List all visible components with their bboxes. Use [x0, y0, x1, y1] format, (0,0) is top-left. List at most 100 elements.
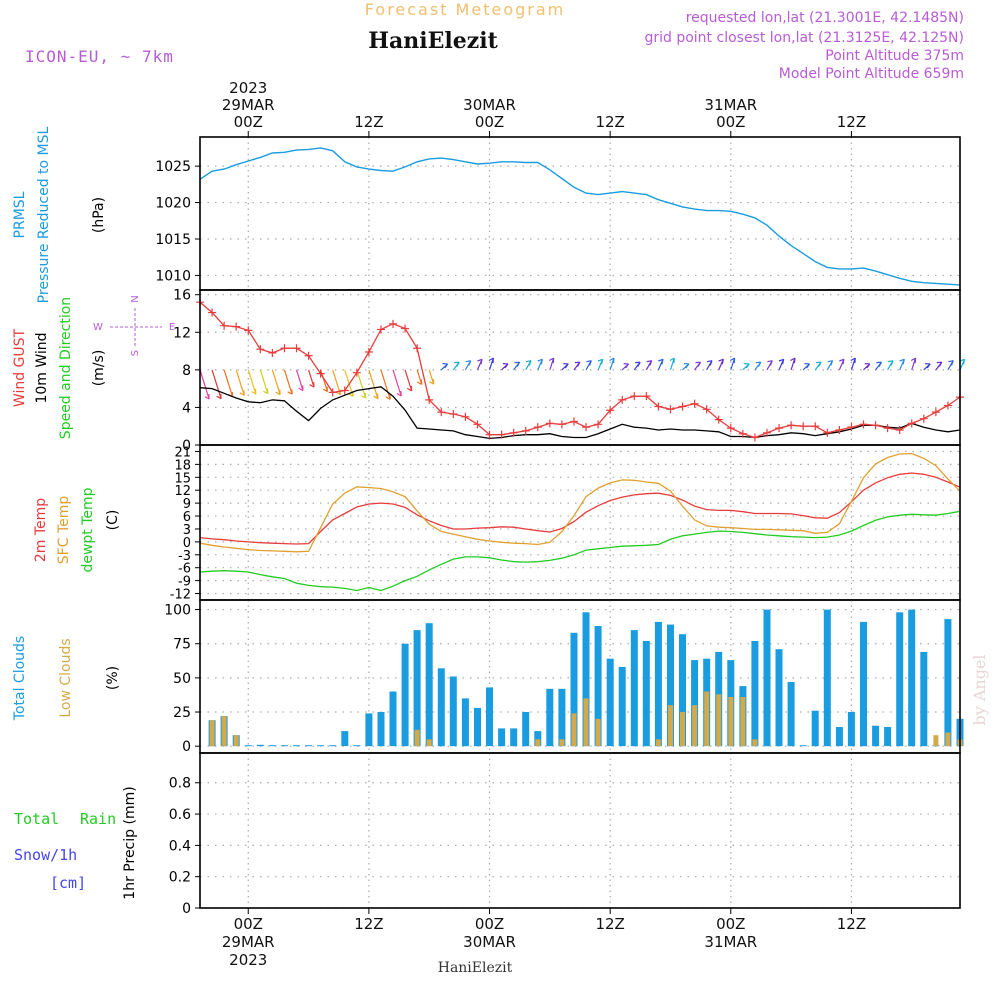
wind-unit: (m/s) — [91, 350, 107, 387]
wind-arrow-head — [658, 358, 664, 365]
clouds-unit: (%) — [105, 666, 121, 690]
pressure-label-2: Pressure Reduced to MSL — [36, 126, 52, 303]
gust-marker — [762, 428, 771, 437]
total-cloud-bar — [546, 688, 554, 747]
low-cloud-bar — [945, 732, 951, 747]
low-cloud-bar — [571, 713, 577, 747]
temperature-frame — [199, 444, 961, 601]
wind-arrow-head — [298, 385, 304, 392]
compass-e: E — [169, 322, 175, 333]
gust-marker — [509, 428, 518, 437]
footer-location: HaniElezit — [438, 960, 513, 976]
top-time-label: 31MAR — [704, 96, 757, 114]
wind-arrow-head — [454, 361, 460, 367]
pressure-labels: PRMSL Pressure Reduced to MSL (hPa) — [12, 126, 107, 303]
low-cloud-bar — [583, 698, 589, 747]
gust-marker — [340, 386, 349, 395]
wind-speed-line — [199, 386, 961, 440]
gust-marker — [606, 406, 615, 415]
info-line-4: Model Point Altitude 659m — [779, 66, 964, 82]
gust-marker — [208, 308, 217, 317]
compass-w: W — [93, 322, 103, 333]
pressure-frame — [199, 136, 961, 291]
wind-arrow-head — [574, 361, 581, 367]
total-cloud-bar — [630, 630, 638, 747]
info-line-3: Point Altitude 375m — [825, 48, 964, 64]
pressure-line — [199, 147, 961, 286]
wind-arrow — [416, 369, 423, 385]
wind-arrow — [223, 369, 234, 398]
gust-marker — [473, 420, 482, 429]
wind-arrow-head — [442, 363, 449, 369]
total-cloud-bar — [642, 641, 650, 747]
gust-marker — [401, 324, 410, 333]
gust-marker — [316, 369, 325, 378]
gust-marker — [485, 430, 494, 439]
wind-arrow-head — [683, 363, 690, 369]
wind-arrow-head — [287, 389, 293, 395]
gust-marker — [256, 345, 265, 354]
precip-ytick-label: 0.4 — [169, 838, 191, 854]
total-cloud-bar — [582, 612, 590, 747]
temp-labels: 2m Temp SFC Temp dewpt Temp (C) — [33, 487, 121, 572]
wind-arrow-head — [635, 361, 641, 367]
gust-marker — [726, 424, 735, 433]
wind-arrow-head — [275, 389, 281, 396]
precip-snow-label: Snow/1h — [14, 846, 77, 864]
wind-arrow-head — [876, 361, 882, 367]
total-cloud-bar — [811, 710, 819, 747]
total-cloud-bar — [884, 727, 892, 747]
top-time-label: 00Z — [716, 113, 745, 131]
wind-arrow-head — [706, 360, 713, 366]
low-cloud-bar — [933, 735, 939, 747]
wind-arrow-head — [744, 363, 750, 369]
wind-arrow-head — [767, 360, 773, 366]
precip-total-label: Total — [14, 810, 59, 828]
top-time-label: 12Z — [837, 113, 866, 131]
wind-arrow-head — [804, 363, 811, 369]
total-cloud-bar — [317, 745, 325, 747]
wind-arrow-head — [695, 361, 702, 367]
total-cloud-bar — [413, 630, 421, 747]
gust-marker — [328, 388, 337, 397]
model-label: ICON-EU, ~ 7km — [25, 47, 174, 66]
compass-s: S — [130, 350, 141, 356]
gust-marker — [799, 422, 808, 431]
forecast-title: Forecast Meteogram — [365, 0, 565, 19]
wind-panel: 0 4 8 12 16 — [173, 288, 966, 454]
wind-label: 10m Wind — [34, 332, 50, 403]
total-cloud-bar — [763, 609, 771, 747]
wind-arrow-head — [790, 357, 796, 364]
top-time-label: 12Z — [354, 113, 383, 131]
low-cloud-bar — [692, 705, 698, 747]
clouds-ytick-label: 50 — [173, 671, 191, 687]
clouds-ytick-label: 100 — [164, 603, 191, 619]
total-cloud-bar — [775, 649, 783, 747]
temperature-ytick-label: 9 — [183, 497, 191, 512]
wind-arrow-head — [407, 385, 413, 392]
gust-marker — [835, 425, 844, 434]
low-cloud-bar — [221, 716, 227, 747]
temperature-ytick-label: 12 — [174, 484, 191, 499]
gust-marker — [376, 325, 385, 334]
clouds-ytick-label: 25 — [173, 705, 191, 721]
gust-label: Wind GUST — [12, 328, 28, 407]
wind-arrow — [211, 369, 222, 399]
total-cloud-bar — [823, 609, 831, 747]
low-cloud-bar — [426, 739, 432, 747]
low-cloud-bar — [209, 720, 215, 747]
gust-marker — [738, 429, 747, 438]
temp-unit: (C) — [105, 510, 121, 531]
wind-arrow-head — [465, 360, 472, 366]
temperature-ytick-label: 3 — [183, 523, 191, 538]
gust-marker — [859, 420, 868, 429]
gust-marker — [883, 424, 892, 433]
total-cloud-bar — [847, 712, 855, 747]
low-cloud-bar — [704, 691, 710, 747]
gust-marker — [943, 401, 952, 410]
low-cloud-bar — [728, 697, 734, 747]
wind-arrow-head — [729, 357, 736, 364]
wind-arrow — [295, 369, 304, 391]
bottom-time-label: 00Z — [716, 915, 745, 933]
